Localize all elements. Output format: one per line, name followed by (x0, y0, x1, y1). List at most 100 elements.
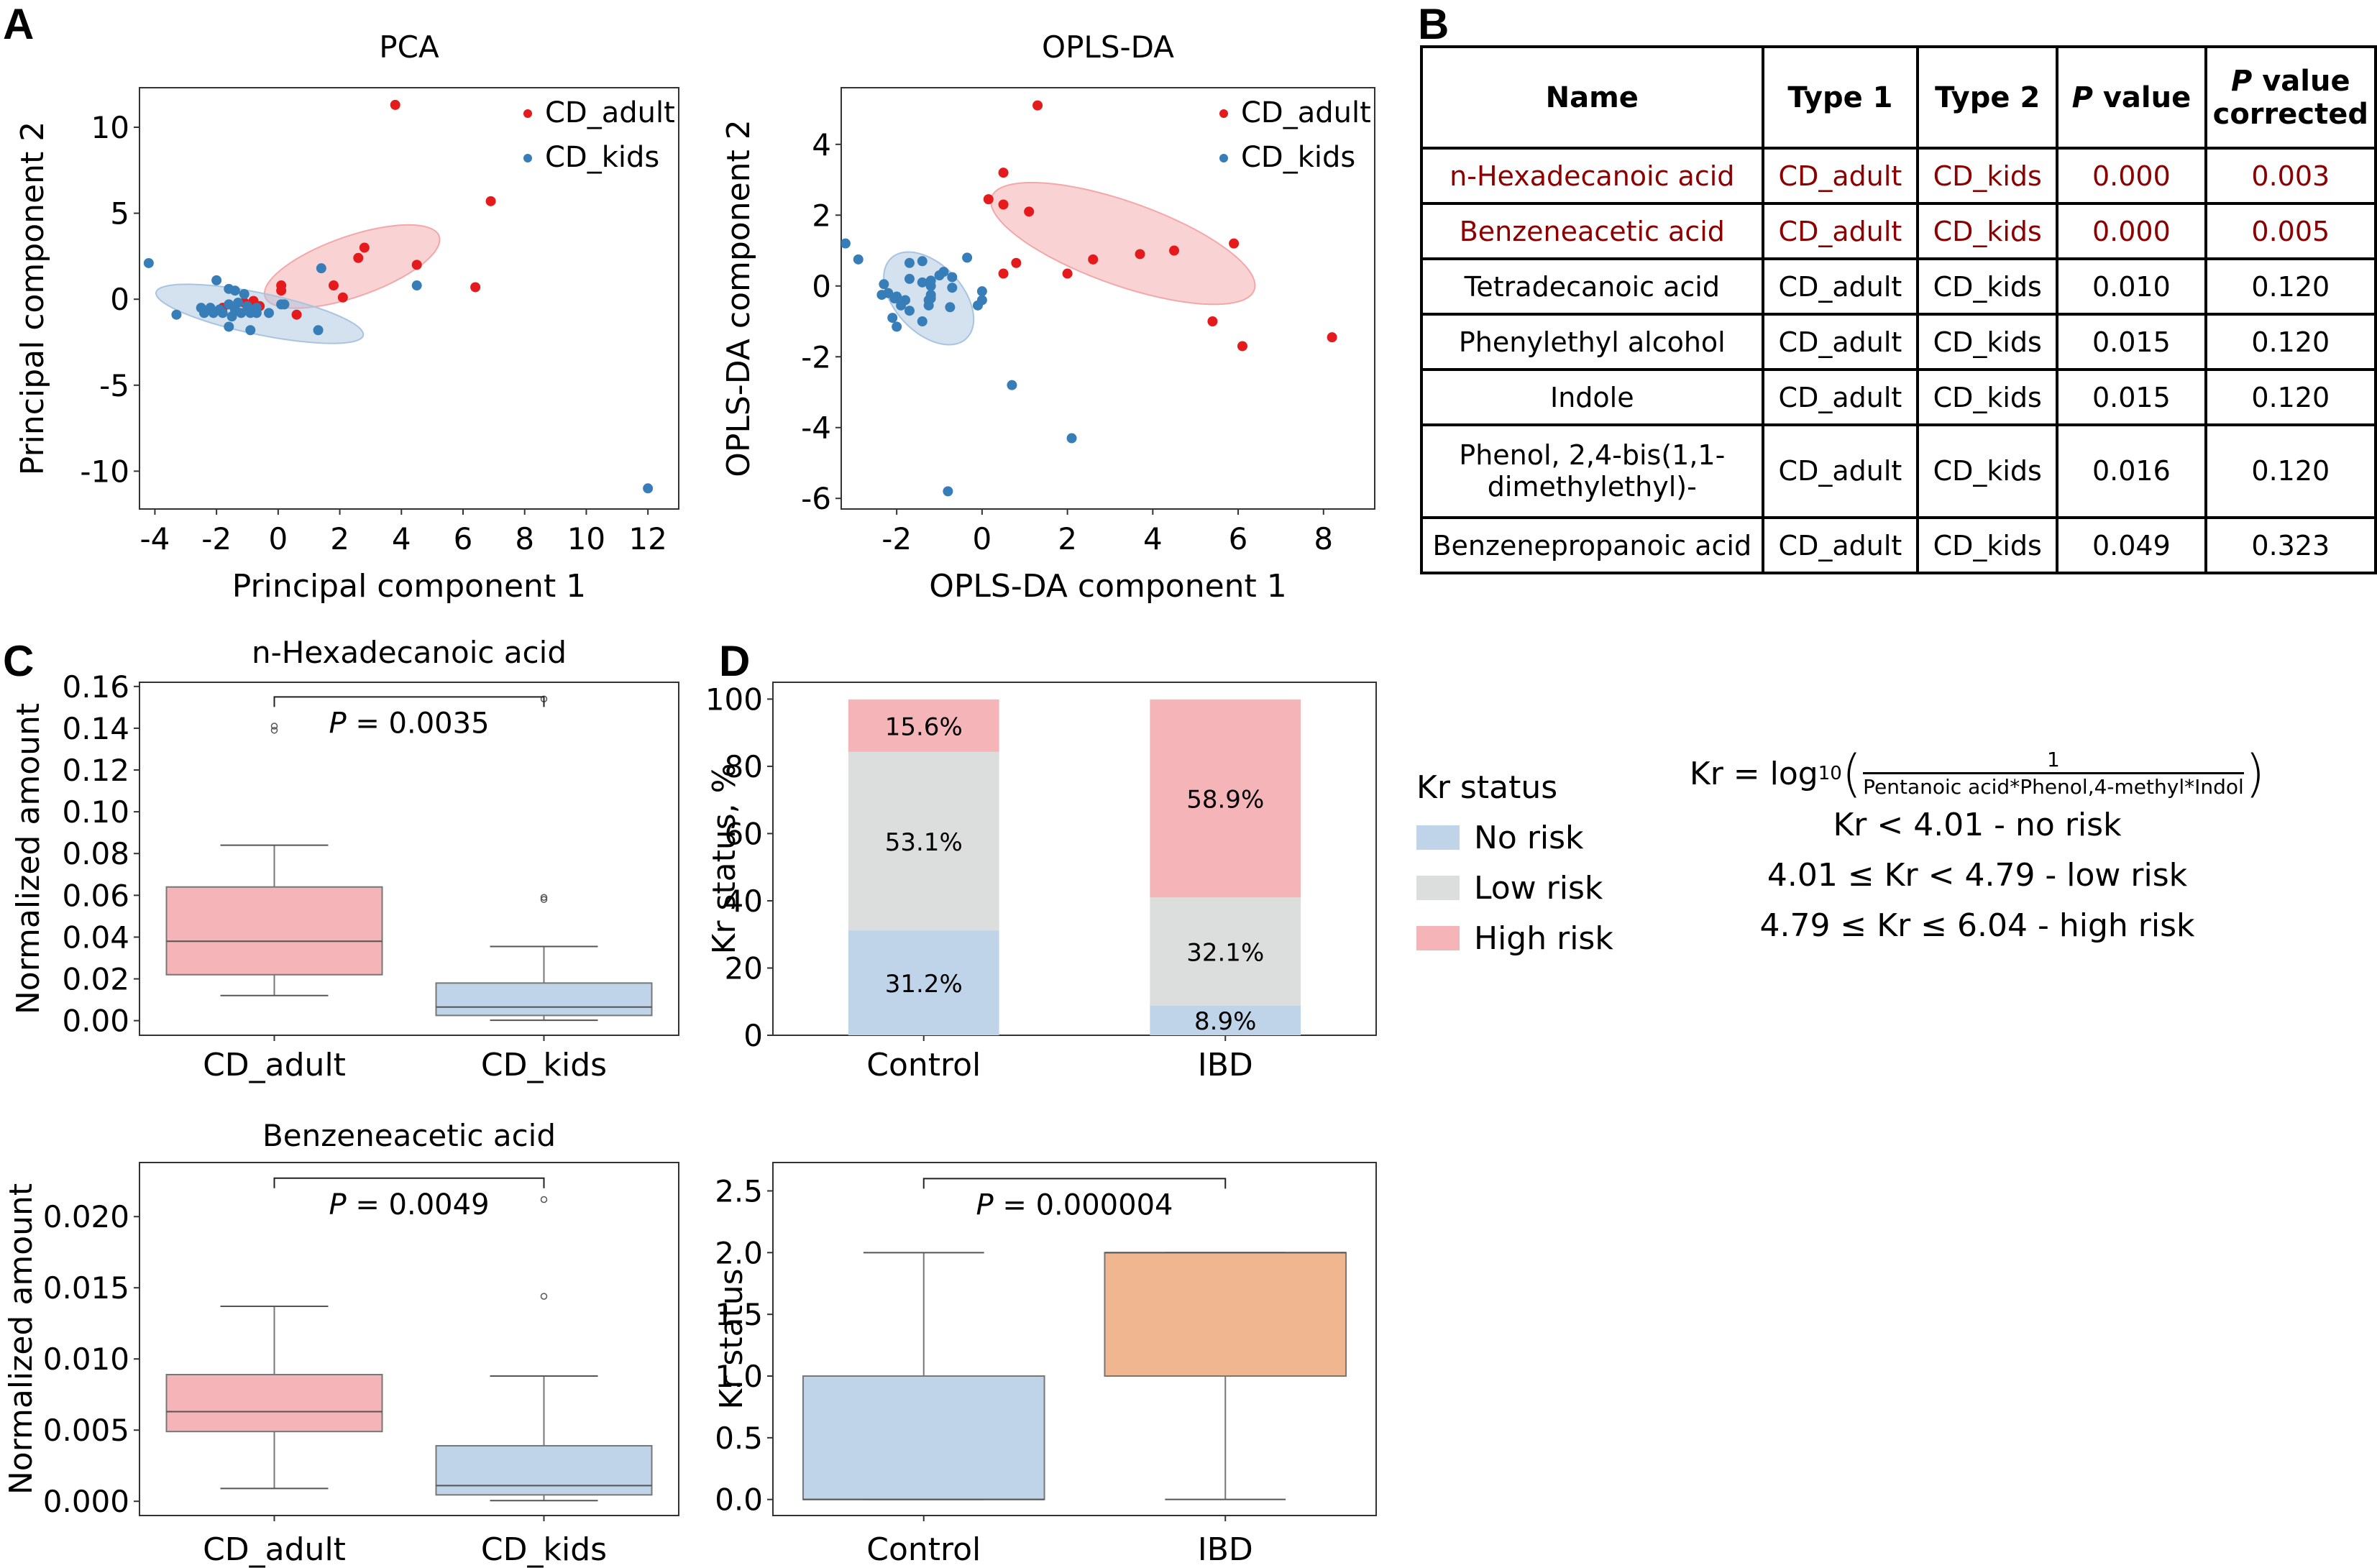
chart-title: OPLS-DA (1042, 29, 1174, 65)
panel-label-d: D (719, 637, 751, 685)
outlier-point (270, 727, 278, 734)
chart-title: n-Hexadecanoic acid (252, 635, 567, 670)
data-point-cd-kids (224, 321, 234, 332)
cell-name: Tetradecanoic acid (1420, 257, 1764, 316)
p-value-annotation: P = 0.000004 (976, 1188, 1173, 1221)
cell-p-value: 0.000 (2056, 147, 2207, 205)
x-tick-label: 0 (268, 521, 288, 556)
y-tick-label: 0.04 (62, 920, 129, 955)
p-value-rest: value (2092, 81, 2191, 114)
chart-title: Benzeneacetic acid (262, 1118, 556, 1153)
data-point-cd-kids (925, 280, 936, 291)
table-row: Phenol, 2,4-bis(1,1- dimethylethyl)- CD_ad… (1420, 423, 2377, 519)
table-row: n-Hexadecanoic acid CD_adult CD_kids 0.000 0… (1420, 147, 2377, 205)
x-tick-label: 6 (1229, 521, 1248, 556)
y-tick-label: -4 (801, 411, 831, 446)
formula-fraction: 1 Pentanoic acid*Phenol,4-methyl*Indol (1863, 748, 2244, 800)
bar-segment-no-risk (1150, 1005, 1301, 1035)
data-point-cd-kids (904, 273, 915, 284)
cell-type2: CD_kids (1916, 368, 2059, 426)
data-point-cd-kids (904, 306, 915, 316)
y-tick-label: -10 (80, 454, 129, 489)
box-cd-kids (435, 1444, 653, 1496)
data-point-cd-kids (279, 299, 290, 310)
kr-status-legend: Kr status No risk Low risk High risk (1416, 762, 1613, 963)
data-point-cd-adult (998, 168, 1009, 178)
legend-label: CD_kids (1241, 141, 1355, 174)
y-tick-label: 0.010 (43, 1342, 129, 1377)
swatch-no-risk (1416, 825, 1460, 850)
y-tick-label: -2 (801, 339, 831, 375)
data-point-cd-adult (1024, 206, 1035, 217)
x-tick-label: CD_adult (203, 1047, 346, 1083)
cell-type2: CD_kids (1916, 423, 2059, 519)
box-cd-adult (165, 1373, 383, 1433)
data-point-cd-kids (217, 308, 228, 318)
p-italic: P (2230, 64, 2253, 98)
y-tick-label: 4 (812, 127, 831, 162)
header-type1: Type 1 (1761, 45, 1920, 150)
kr-formula: Kr = log 10 ( 1 Pentanoic acid*Phenol,4-m… (1661, 748, 2294, 951)
cell-type2: CD_kids (1916, 313, 2059, 371)
box-cd-adult (165, 886, 383, 976)
plot-frame (139, 87, 679, 510)
bar-data-label: 8.9% (1194, 1007, 1256, 1036)
confidence-ellipse-cd-adult (990, 182, 1256, 306)
cell-type2: CD_kids (1916, 202, 2059, 260)
data-point-cd-kids (229, 285, 240, 296)
data-point-cd-adult (291, 309, 302, 320)
significance-bracket (273, 1177, 545, 1188)
x-tick-label: 4 (1143, 521, 1163, 556)
data-point-cd-kids (947, 283, 958, 293)
x-tick-label: 0 (973, 521, 992, 556)
y-tick-label: 0.08 (62, 836, 129, 871)
y-tick-label: 0.10 (62, 794, 129, 830)
y-axis-label: Normalized amount (3, 1183, 40, 1495)
data-point-cd-kids (947, 272, 958, 283)
close-paren: ) (2245, 744, 2266, 804)
formula-numerator: 1 (2047, 748, 2060, 771)
panel-label-a: A (3, 0, 35, 48)
cell-name: Phenylethyl alcohol (1420, 313, 1764, 371)
data-point-cd-kids (917, 316, 928, 327)
panel-label-c: C (3, 637, 35, 685)
formula-denominator: Pentanoic acid*Phenol,4-methyl*Indol (1863, 774, 2244, 799)
data-point-cd-kids (264, 308, 274, 318)
plot-frame (841, 87, 1375, 510)
data-point-cd-adult (411, 260, 422, 270)
bar-segment-high-risk (848, 699, 999, 752)
chart-kr_stacked: Kr status, % 0 20 40 60 80 100 Control 31.2% 53.1… (705, 682, 1377, 1083)
y-tick-label: 1.0 (715, 1359, 763, 1394)
outlier-point (540, 1196, 548, 1203)
data-point-cd-kids (889, 293, 900, 303)
y-tick-label: 0.16 (62, 669, 129, 705)
cell-name: Benzenepropanoic acid (1420, 516, 1764, 574)
data-point-cd-adult (276, 285, 287, 296)
x-tick-label: Control (866, 1531, 981, 1568)
p-corr-rest: value (2252, 64, 2350, 98)
data-point-cd-kids (853, 254, 864, 265)
outlier-point (270, 723, 278, 730)
legend-marker-cd-adult (523, 109, 532, 118)
y-tick-label: 0.5 (715, 1421, 763, 1456)
legend-marker-cd-kids (1219, 154, 1228, 162)
data-point-cd-kids (245, 325, 256, 336)
cell-p-corrected: 0.120 (2204, 368, 2377, 426)
x-axis-label: Principal component 1 (232, 568, 586, 605)
y-tick-label: 80 (725, 749, 763, 784)
data-point-cd-adult (1327, 332, 1337, 343)
data-point-cd-kids (923, 300, 934, 311)
y-tick-label: 0.14 (62, 711, 129, 746)
cell-name-line1: Phenol, 2,4-bis(1,1- (1459, 439, 1726, 471)
plot-frame (139, 1162, 679, 1516)
p-corr-line2: corrected (2212, 97, 2368, 131)
x-tick-label: 6 (454, 521, 473, 556)
outlier-point (540, 1293, 548, 1300)
cell-p-corrected: 0.323 (2204, 516, 2377, 574)
outlier-point (540, 894, 548, 901)
data-point-cd-adult (1032, 100, 1043, 111)
data-point-cd-kids (1007, 380, 1017, 390)
y-tick-label: 0 (812, 269, 831, 304)
data-point-cd-kids (233, 297, 244, 308)
